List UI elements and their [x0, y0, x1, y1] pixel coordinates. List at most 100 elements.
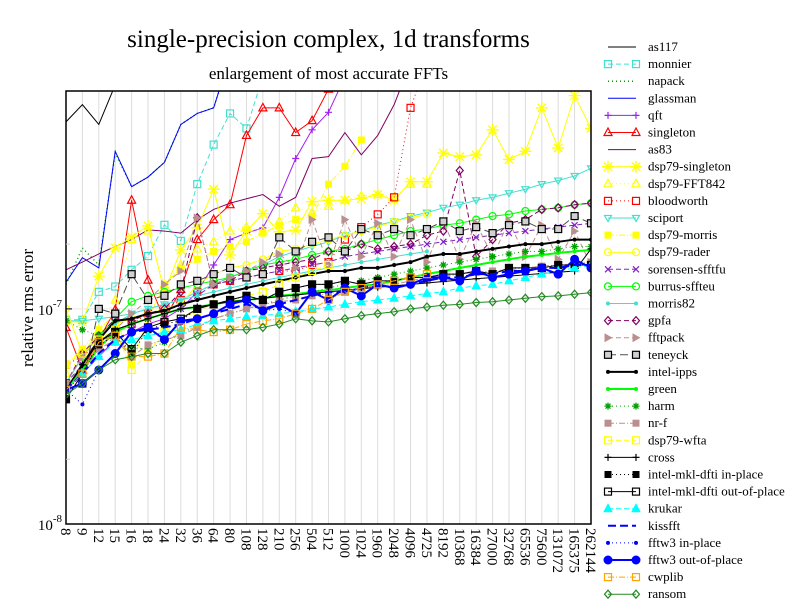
data-point: [422, 302, 432, 312]
legend-marker: [631, 196, 641, 205]
data-point: [537, 263, 547, 273]
data-point: [209, 324, 218, 335]
data-point: [570, 172, 580, 181]
data-point: [127, 351, 136, 362]
data-point: [244, 286, 249, 291]
legend-item: morris82: [606, 296, 695, 311]
legend-marker: [631, 214, 641, 223]
legend-marker: [604, 333, 613, 343]
legend-marker: [631, 487, 641, 496]
data-point: [556, 250, 561, 255]
x-tick-label: 65536: [516, 528, 532, 566]
y-tick-label: 10-7: [38, 298, 63, 319]
data-point: [308, 126, 316, 134]
data-point: [586, 263, 591, 273]
series-line: [66, 202, 591, 384]
x-tick-label: 64: [205, 528, 221, 544]
legend-label: fftpack: [648, 330, 685, 345]
data-point: [258, 270, 267, 279]
data-point: [357, 252, 366, 262]
x-tick-label: 16: [123, 528, 139, 544]
legend-label: qft: [648, 107, 663, 122]
data-point: [66, 395, 71, 404]
data-point: [174, 243, 187, 256]
data-point: [408, 260, 413, 265]
legend-label: singleton: [648, 125, 696, 140]
data-point: [570, 211, 579, 221]
data-point: [258, 295, 267, 305]
data-point: [242, 319, 251, 329]
data-point: [109, 241, 122, 254]
x-tick-label: 24: [155, 528, 171, 544]
data-point: [456, 236, 464, 243]
data-point: [323, 301, 334, 311]
legend-marker: [631, 503, 641, 513]
data-point: [274, 102, 285, 112]
data-point: [144, 315, 152, 323]
data-point: [143, 251, 153, 261]
legend-marker: [603, 555, 613, 565]
data-point: [160, 348, 169, 359]
data-point: [472, 233, 480, 241]
data-point: [422, 230, 432, 241]
data-point: [553, 290, 563, 301]
data-point: [244, 282, 249, 287]
legend-item: cross: [604, 449, 675, 464]
data-point: [506, 257, 511, 262]
legend-marker: [631, 350, 641, 359]
series-line: [66, 273, 428, 391]
data-point: [78, 369, 87, 378]
data-point: [488, 234, 497, 245]
data-point: [259, 73, 266, 80]
data-point: [128, 344, 136, 352]
legend-label: cwplib: [648, 569, 683, 584]
data-point: [225, 299, 235, 309]
data-point: [437, 147, 450, 160]
legend-marker: [632, 265, 640, 273]
data-point: [392, 262, 397, 267]
data-point: [192, 330, 202, 341]
data-point: [520, 271, 531, 281]
data-point: [572, 249, 577, 254]
data-point: [292, 216, 300, 224]
data-point: [389, 241, 399, 252]
data-point: [504, 275, 514, 285]
data-point: [342, 262, 347, 267]
data-point: [373, 280, 382, 289]
legend-label: sciport: [648, 210, 684, 225]
data-point: [93, 351, 104, 361]
data-point: [78, 361, 86, 369]
data-point: [552, 141, 565, 154]
data-point: [307, 266, 317, 276]
legend-item: napack: [608, 73, 685, 88]
data-point: [110, 349, 120, 359]
legend-marker: [631, 572, 641, 582]
x-tick-label: 108: [237, 528, 253, 551]
legend-marker: [604, 231, 612, 239]
legend-label: dsp79-singleton: [648, 159, 732, 174]
data-point: [226, 272, 235, 282]
data-point: [389, 306, 399, 317]
data-point: [192, 233, 203, 244]
data-point: [128, 320, 136, 328]
legend-marker: [603, 248, 613, 257]
data-point: [66, 379, 70, 387]
chart-subtitle: enlargement of most accurate FFTs: [208, 64, 449, 83]
data-point: [307, 250, 317, 260]
data-point: [143, 322, 153, 332]
data-point: [176, 337, 186, 348]
data-point: [228, 289, 233, 294]
data-point: [274, 319, 284, 329]
legend-marker: [603, 503, 613, 513]
data-point: [373, 308, 383, 319]
data-point: [209, 300, 218, 309]
data-point: [177, 305, 185, 313]
data-point: [406, 279, 416, 289]
data-point: [66, 367, 71, 378]
legend-marker: [603, 315, 613, 326]
data-point: [209, 270, 218, 279]
legend-marker: [632, 333, 641, 343]
x-ticks: 8 9 12 15 16 18 24 32 36 64 80 108 128 210 256 504 512 10…: [57, 528, 598, 574]
series-line: [66, 215, 591, 384]
data-point: [225, 324, 235, 335]
